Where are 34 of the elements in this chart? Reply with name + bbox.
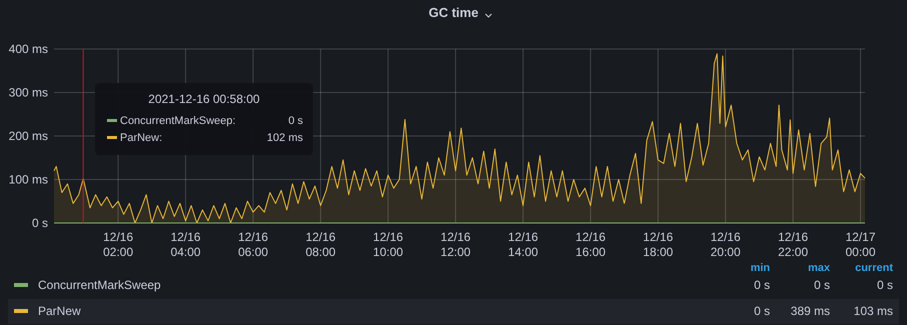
x-tick-label: 12/16 12:00	[440, 230, 471, 259]
x-tick-label: 12/16 22:00	[778, 230, 808, 259]
x-tick-label: 12/16 14:00	[508, 230, 538, 259]
annotation: ParNew:	[120, 132, 162, 144]
x-tick-label: 12/16 04:00	[170, 230, 201, 259]
annotation: ConcurrentMarkSweep:	[120, 115, 236, 127]
text: 103 ms	[854, 304, 893, 318]
text: 389 ms	[790, 304, 830, 318]
y-tick-label: 300 ms	[8, 86, 48, 100]
annotation: 2021-12-16 00:58:00	[148, 92, 260, 106]
text: current	[855, 262, 894, 274]
text: 0 s	[754, 278, 770, 292]
x-tick-label: 12/16 06:00	[238, 230, 268, 259]
text: 0 s	[876, 278, 893, 292]
x-tick-label: 12/17 00:00	[845, 230, 876, 259]
x-tick-label: 12/16 08:00	[306, 230, 336, 259]
chart-title: GC time	[428, 5, 478, 20]
x-tick-label: 12/16 18:00	[643, 230, 674, 259]
x-tick-label: 12/16 20:00	[710, 230, 741, 259]
legend-label: ParNew	[38, 304, 82, 318]
x-tick-label: 12/16 02:00	[103, 230, 134, 259]
y-tick-label: 0 s	[32, 216, 48, 230]
text: 0 s	[754, 304, 770, 318]
legend-label: ConcurrentMarkSweep	[38, 278, 162, 292]
annotation: 0 s	[288, 115, 304, 127]
x-tick-label: 12/16 10:00	[373, 230, 404, 259]
annotation: 102 ms	[266, 132, 304, 144]
text: 0 s	[814, 278, 830, 292]
y-tick-label: 200 ms	[8, 129, 48, 144]
y-tick-label: 100 ms	[8, 172, 48, 187]
text: min	[750, 262, 770, 274]
x-tick-label: 12/16 16:00	[576, 230, 606, 259]
y-tick-label: 400 ms	[8, 42, 48, 56]
text: max	[808, 262, 831, 274]
